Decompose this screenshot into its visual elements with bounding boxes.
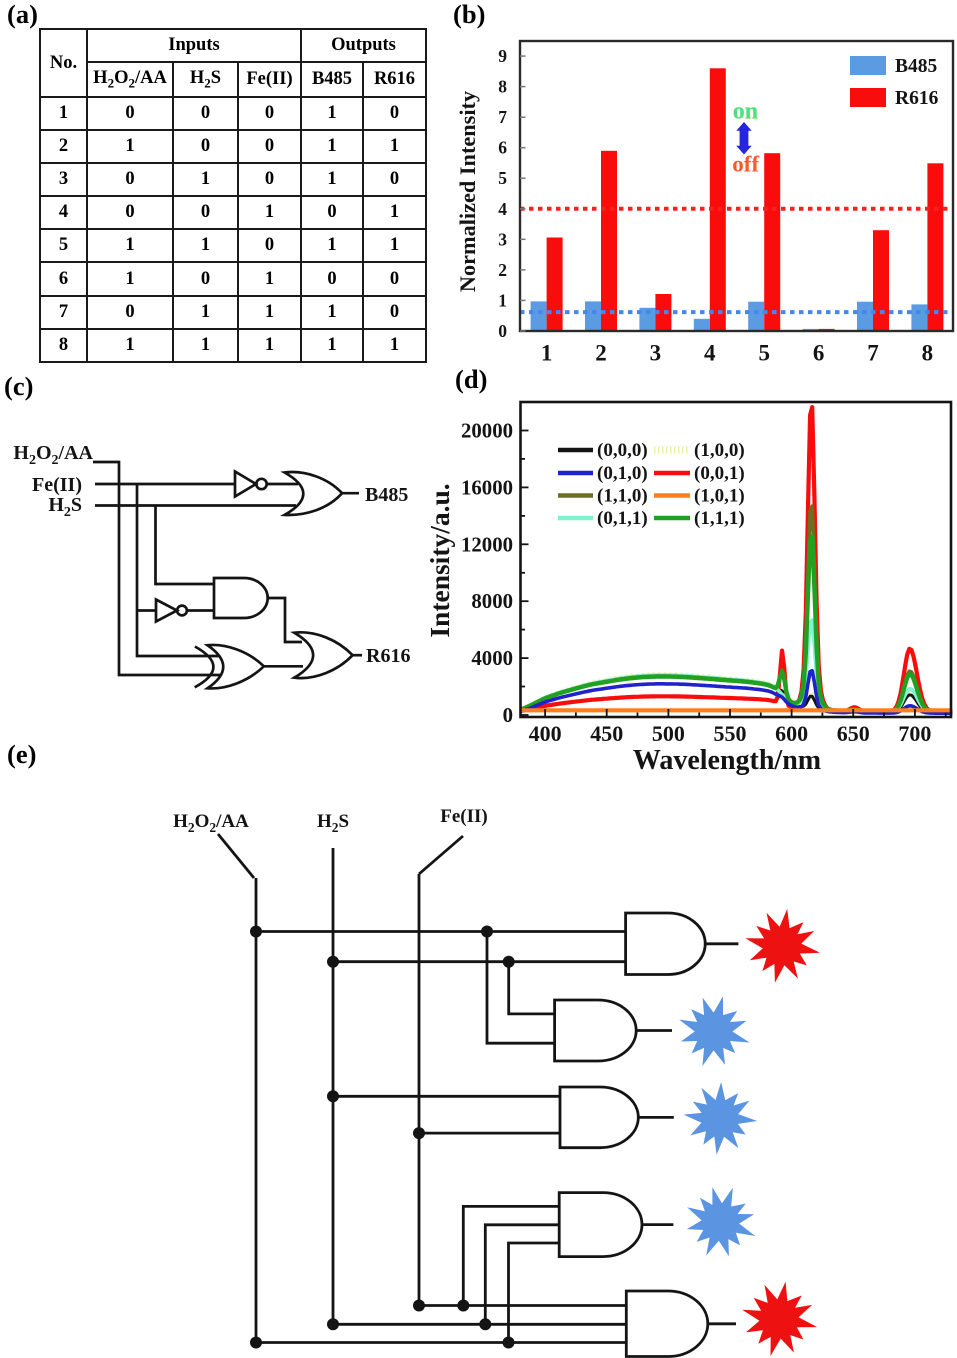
svg-text:(0,1,0): (0,1,0) [597,463,648,484]
svg-text:16000: 16000 [461,476,513,499]
svg-text:8: 8 [922,341,934,366]
svg-text:(1,0,1): (1,0,1) [694,486,745,507]
svg-text:2: 2 [498,260,507,280]
svg-text:Fe(II): Fe(II) [440,806,487,827]
svg-text:H2O2/AA: H2O2/AA [173,811,249,835]
svg-text:5: 5 [498,168,507,188]
svg-text:2: 2 [595,341,607,366]
svg-text:12000: 12000 [461,533,513,556]
svg-text:R616: R616 [895,88,939,109]
svg-text:Fe(II): Fe(II) [32,474,82,496]
svg-text:Intensity/a.u.: Intensity/a.u. [424,483,455,637]
svg-text:9: 9 [498,46,507,66]
svg-text:(1,0,0): (1,0,0) [694,440,745,461]
svg-text:400: 400 [529,721,562,746]
svg-text:1: 1 [498,290,507,310]
svg-text:(0,0,0): (0,0,0) [597,440,648,461]
svg-text:3: 3 [498,229,507,249]
svg-text:700: 700 [898,721,931,746]
svg-text:650: 650 [837,721,870,746]
svg-text:500: 500 [652,721,685,746]
svg-text:4: 4 [704,341,716,366]
svg-text:(1,1,0): (1,1,0) [597,486,648,507]
svg-text:6: 6 [498,138,507,158]
svg-text:450: 450 [590,721,623,746]
svg-text:Wavelength/nm: Wavelength/nm [633,745,821,776]
svg-text:on: on [733,99,758,125]
svg-text:20000: 20000 [461,420,513,443]
svg-text:6: 6 [813,341,825,366]
svg-text:5: 5 [758,341,770,366]
svg-text:H2S: H2S [317,811,349,835]
svg-text:8: 8 [498,77,507,97]
svg-text:3: 3 [650,341,662,366]
svg-text:600: 600 [775,721,808,746]
svg-text:B485: B485 [895,56,938,77]
svg-text:1: 1 [541,341,553,366]
svg-text:H2S: H2S [48,494,82,520]
svg-text:off: off [732,152,759,177]
svg-text:(0,1,1): (0,1,1) [597,508,648,529]
svg-text:0: 0 [503,704,513,727]
svg-text:4000: 4000 [471,647,513,670]
svg-text:R616: R616 [366,645,410,667]
svg-text:(1,1,1): (1,1,1) [694,508,745,529]
svg-text:(0,0,1): (0,0,1) [694,463,745,484]
svg-text:7: 7 [867,341,879,366]
svg-text:550: 550 [714,721,747,746]
svg-text:0: 0 [498,321,507,341]
svg-text:Normalized Intensity: Normalized Intensity [455,91,480,292]
svg-text:4: 4 [498,199,507,219]
svg-text:H2O2/AA: H2O2/AA [13,442,93,468]
svg-text:B485: B485 [365,484,408,506]
svg-text:7: 7 [498,107,507,127]
svg-text:8000: 8000 [471,590,513,613]
